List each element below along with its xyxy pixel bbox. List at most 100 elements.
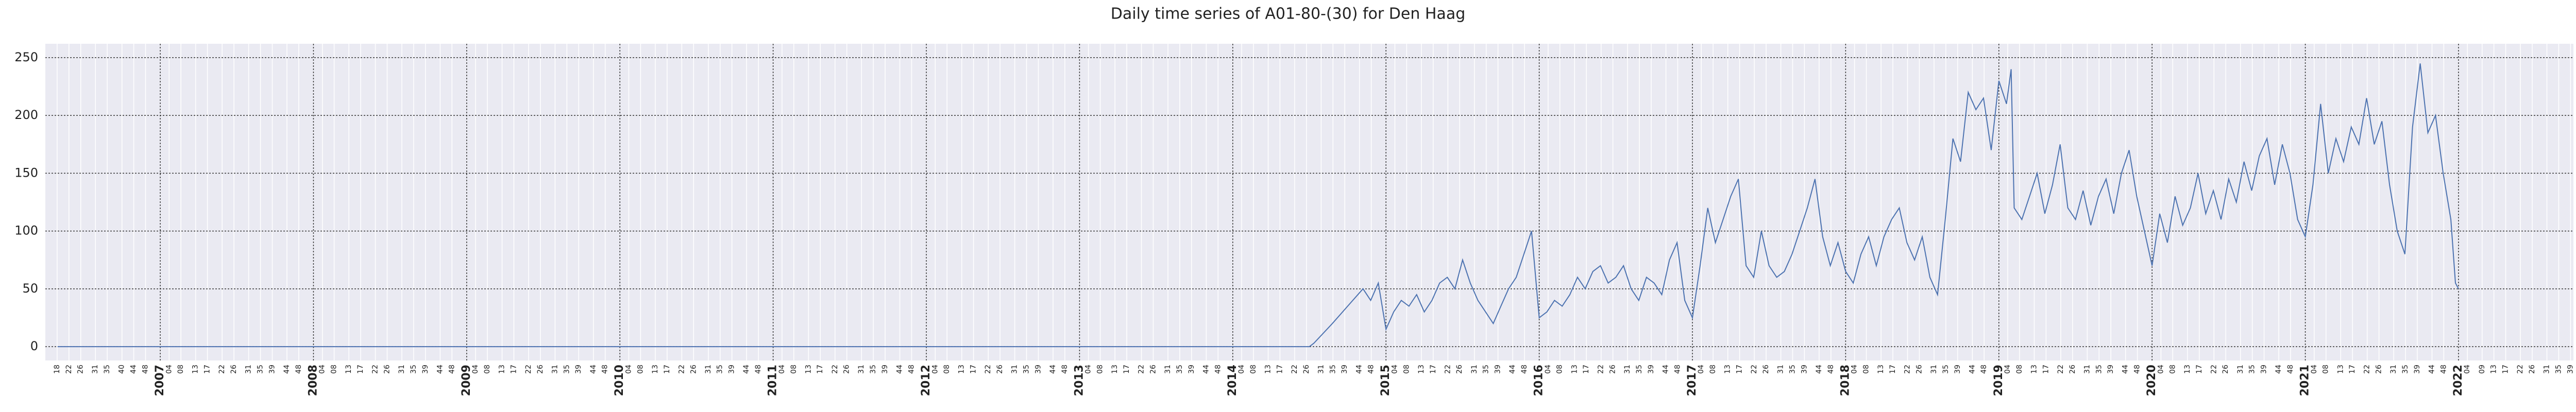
plot-area — [45, 44, 2573, 360]
x-minor-tick-label: 17 — [204, 365, 212, 374]
x-tick-label: 2019 — [1992, 365, 2005, 396]
x-minor-tick-label: 39 — [2107, 365, 2115, 374]
x-minor-tick-label: 48 — [1673, 365, 1682, 374]
x-tick-label: 2021 — [2299, 365, 2312, 396]
x-minor-tick-label: 08 — [1249, 365, 1258, 374]
x-minor-tick-label: 26 — [996, 365, 1004, 374]
x-minor-tick-label: 31 — [1930, 365, 1938, 374]
x-minor-tick-label: 48 — [2286, 365, 2295, 374]
y-tick-label: 0 — [30, 339, 38, 353]
x-minor-tick-label: 22 — [2210, 365, 2218, 374]
x-minor-tick-label: 04 — [1084, 365, 1093, 374]
y-tick-label: 150 — [14, 165, 38, 180]
x-minor-tick-label: 04 — [778, 365, 786, 374]
x-minor-tick-label: 31 — [91, 365, 99, 374]
x-minor-tick-label: 26 — [230, 365, 238, 374]
x-minor-tick-label: 26 — [1609, 365, 1617, 374]
x-minor-tick-label: 31 — [1470, 365, 1479, 374]
x-minor-tick-label: 39 — [1188, 365, 1196, 374]
x-minor-tick-label: 17 — [1889, 365, 1897, 374]
x-minor-tick-label: 31 — [2389, 365, 2398, 374]
x-minor-tick-label: 31 — [2236, 365, 2245, 374]
x-minor-tick-label: 35 — [1942, 365, 1950, 374]
x-minor-tick-label: 48 — [907, 365, 916, 374]
x-tick-label: 2007 — [154, 365, 166, 396]
x-minor-tick-label: 35 — [1635, 365, 1643, 374]
x-minor-tick-label: 22 — [1138, 365, 1146, 374]
x-minor-tick-label: 13 — [1417, 365, 1426, 374]
x-minor-tick-label: 35 — [1176, 365, 1184, 374]
x-minor-tick-label: 13 — [192, 365, 200, 374]
x-minor-tick-label: 04 — [471, 365, 480, 374]
x-minor-tick-label: 35 — [2554, 365, 2563, 374]
x-minor-tick-label: 44 — [742, 365, 751, 374]
x-minor-tick-label: 17 — [510, 365, 518, 374]
y-tick-label: 100 — [14, 224, 38, 238]
x-minor-tick-label: 08 — [2168, 365, 2177, 374]
x-minor-tick-label: 35 — [2095, 365, 2103, 374]
x-minor-tick-label: 08 — [1709, 365, 1717, 374]
x-minor-tick-label: 04 — [2157, 365, 2165, 374]
x-minor-tick-label: 13 — [1570, 365, 1579, 374]
x-minor-tick-label: 22 — [1291, 365, 1299, 374]
x-tick-label: 2015 — [1379, 365, 1392, 396]
x-minor-tick-label: 13 — [1724, 365, 1732, 374]
x-minor-tick-label: 04 — [2004, 365, 2012, 374]
x-minor-tick-label: 08 — [2015, 365, 2024, 374]
x-minor-tick-label: 39 — [574, 365, 583, 374]
x-minor-tick-label: 26 — [689, 365, 698, 374]
x-tick-label: 2013 — [1073, 365, 1086, 396]
x-minor-tick-label: 35 — [103, 365, 111, 374]
x-minor-tick-label: 04 — [931, 365, 939, 374]
x-minor-tick-label: 26 — [843, 365, 851, 374]
x-minor-tick-label: 04 — [318, 365, 327, 374]
x-minor-tick-label: 26 — [77, 365, 85, 374]
x-tick-label: 2018 — [1839, 365, 1852, 396]
x-minor-tick-label: 39 — [1034, 365, 1042, 374]
x-minor-tick-label: 26 — [1762, 365, 1770, 374]
x-minor-tick-label: 26 — [2375, 365, 2383, 374]
x-minor-tick-label: 13 — [498, 365, 506, 374]
x-minor-tick-label: 22 — [831, 365, 839, 374]
x-minor-tick-label: 13 — [2490, 365, 2498, 374]
x-minor-tick-label: 39 — [728, 365, 736, 374]
x-minor-tick-label: 31 — [1317, 365, 1325, 374]
x-minor-tick-label: 44 — [130, 365, 138, 374]
x-minor-tick-label: 35 — [1788, 365, 1797, 374]
x-minor-tick-label: 04 — [1851, 365, 1859, 374]
x-minor-tick-label: 26 — [1149, 365, 1157, 374]
x-minor-tick-label: 09 — [2478, 365, 2486, 374]
x-minor-tick-label: 17 — [1123, 365, 1131, 374]
x-minor-tick-label: 13 — [2030, 365, 2038, 374]
x-minor-tick-label: 44 — [896, 365, 904, 374]
x-tick-label: 2017 — [1686, 365, 1699, 396]
x-minor-tick-label: 13 — [1264, 365, 1273, 374]
y-tick-label: 50 — [22, 281, 38, 296]
x-minor-tick-label: 39 — [1494, 365, 1502, 374]
x-minor-tick-label: 08 — [2322, 365, 2330, 374]
x-minor-tick-label: 04 — [1697, 365, 1705, 374]
x-tick-label: 2012 — [920, 365, 933, 396]
x-minor-tick-label: 35 — [410, 365, 418, 374]
x-minor-tick-label: 48 — [2133, 365, 2142, 374]
x-minor-tick-label: 17 — [2042, 365, 2050, 374]
x-minor-tick-label: 31 — [704, 365, 713, 374]
x-minor-tick-label: 48 — [1367, 365, 1376, 374]
x-minor-tick-label: 44 — [436, 365, 444, 374]
x-tick-label: 2014 — [1226, 365, 1239, 396]
x-minor-tick-label: 22 — [1750, 365, 1758, 374]
x-minor-tick-label: 39 — [2413, 365, 2421, 374]
x-minor-tick-label: 48 — [1980, 365, 1988, 374]
x-minor-tick-label: 13 — [345, 365, 353, 374]
x-minor-tick-label: 22 — [65, 365, 73, 374]
x-minor-tick-label: 04 — [165, 365, 173, 374]
x-minor-tick-label: 39 — [1647, 365, 1655, 374]
x-tick-label: 2008 — [307, 365, 319, 396]
x-minor-tick-label: 44 — [2428, 365, 2436, 374]
x-minor-tick-label: 39 — [1800, 365, 1808, 374]
x-minor-tick-label: 04 — [624, 365, 633, 374]
data-line — [57, 63, 2459, 348]
x-minor-tick-label: 44 — [2122, 365, 2130, 374]
x-minor-tick-label: 17 — [2195, 365, 2204, 374]
x-minor-tick-label: 44 — [1202, 365, 1210, 374]
